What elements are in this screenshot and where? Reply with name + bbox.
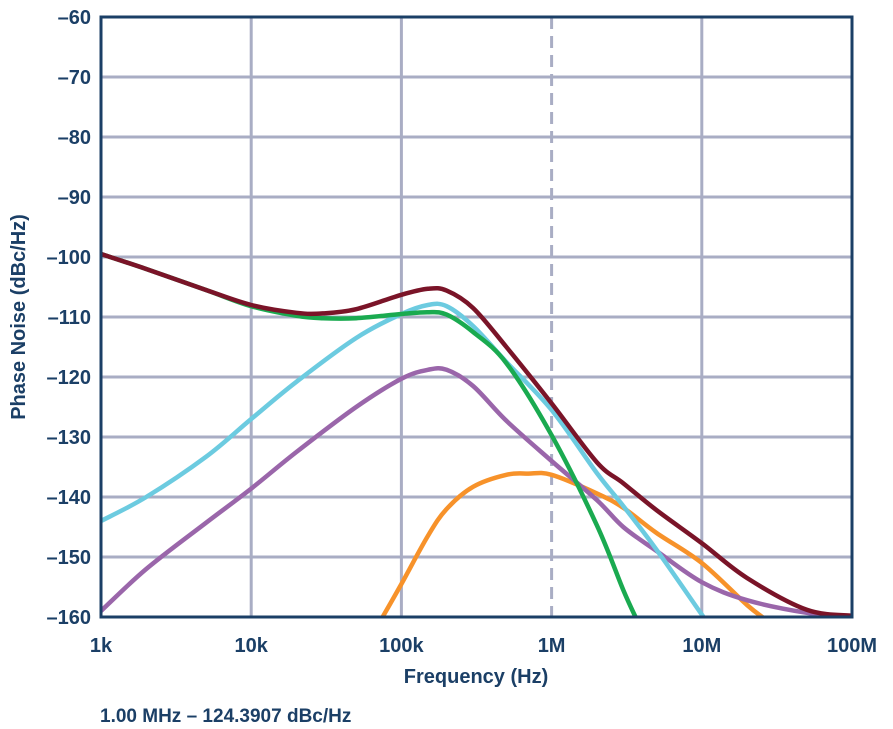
y-tick-label: –100: [47, 247, 92, 269]
grid: [99, 15, 854, 619]
series-line-1: [101, 365, 852, 617]
y-tick-label: –160: [47, 607, 92, 629]
y-tick-label: –150: [47, 547, 92, 569]
x-tick-label: 1k: [90, 635, 113, 657]
y-tick-label: –120: [47, 367, 92, 389]
plot-frame: [99, 15, 854, 619]
x-tick-label: 100M: [827, 635, 877, 657]
series-line-4: [101, 251, 852, 617]
x-tick-label: 10M: [682, 635, 721, 657]
y-axis-label: Phase Noise (dBc/Hz): [8, 214, 30, 420]
marker-readout: 1.00 MHz – 124.3907 dBc/Hz: [100, 706, 351, 727]
series-line-2: [101, 301, 707, 617]
series-group: [101, 251, 852, 617]
x-tick-label: 1M: [538, 635, 566, 657]
y-tick-label: –90: [58, 187, 91, 209]
y-tick-label: –130: [47, 427, 92, 449]
y-tick-label: –110: [48, 307, 91, 329]
series-line-0: [380, 470, 767, 617]
x-axis-label: Frequency (Hz): [404, 666, 548, 688]
x-tick-label: 10k: [235, 635, 269, 657]
y-tick-label: –70: [58, 67, 91, 89]
y-tick-labels: –60 –70 –80 –90 –100 –110 –120 –130 –140 –150 –160: [47, 7, 92, 629]
y-tick-label: –60: [58, 7, 91, 29]
x-tick-label: 100k: [379, 635, 424, 657]
y-tick-label: –80: [58, 127, 91, 149]
y-tick-label: –140: [47, 487, 92, 509]
x-tick-labels: 1k 10k 100k 1M 10M 100M: [90, 635, 877, 657]
